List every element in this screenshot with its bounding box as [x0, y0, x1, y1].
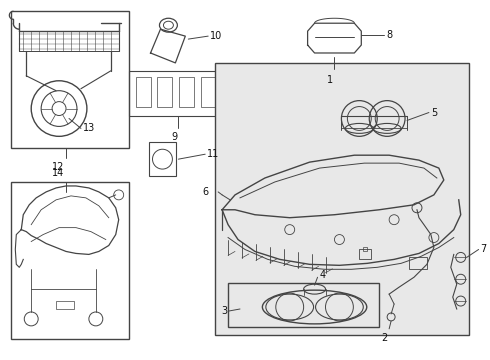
Text: 14: 14 — [52, 168, 64, 178]
Text: 13: 13 — [83, 123, 95, 134]
Text: 7: 7 — [481, 244, 487, 255]
Text: 1: 1 — [327, 75, 334, 85]
Bar — [157, 77, 172, 107]
Text: 5: 5 — [431, 108, 437, 117]
Bar — [179, 77, 194, 107]
Bar — [136, 77, 150, 107]
Bar — [11, 182, 129, 339]
Bar — [409, 257, 427, 269]
Text: 2: 2 — [381, 333, 387, 343]
Text: 11: 11 — [207, 149, 220, 159]
Bar — [359, 249, 371, 260]
Text: 3: 3 — [221, 306, 227, 316]
Text: 12: 12 — [52, 162, 64, 172]
Bar — [201, 77, 216, 107]
Text: 8: 8 — [386, 30, 392, 40]
Bar — [363, 247, 368, 251]
Bar — [11, 11, 129, 148]
Bar — [228, 283, 379, 327]
Bar — [129, 71, 228, 117]
Bar — [148, 142, 176, 176]
Text: 6: 6 — [202, 187, 208, 197]
Text: 4: 4 — [319, 270, 326, 280]
Bar — [56, 301, 74, 309]
Text: 9: 9 — [172, 132, 177, 142]
Text: 10: 10 — [210, 31, 222, 41]
Bar — [215, 63, 468, 335]
